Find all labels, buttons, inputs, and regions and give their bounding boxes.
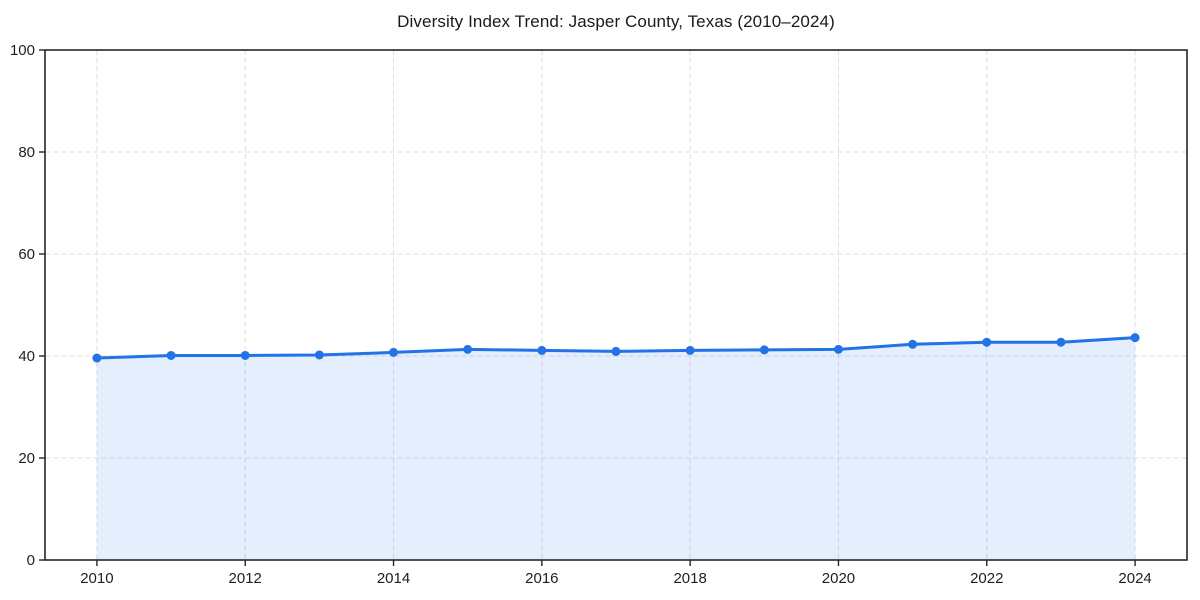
plot-frame xyxy=(44,49,1188,561)
data-point-2017 xyxy=(611,346,621,356)
x-tick-label: 2010 xyxy=(80,570,113,587)
data-point-2011 xyxy=(166,350,176,360)
y-tick-label: 60 xyxy=(18,246,35,263)
x-tick-label: 2016 xyxy=(525,570,558,587)
x-tick-label: 2022 xyxy=(970,570,1003,587)
y-tick-label: 0 xyxy=(27,552,35,569)
data-point-2023 xyxy=(1056,337,1066,347)
data-point-2019 xyxy=(759,345,769,355)
data-point-2020 xyxy=(833,344,843,354)
data-point-2010 xyxy=(92,353,102,363)
x-tick-label: 2012 xyxy=(229,570,262,587)
y-tick-label: 100 xyxy=(10,42,35,59)
x-tick-label: 2024 xyxy=(1118,570,1151,587)
data-point-2015 xyxy=(463,344,473,354)
data-point-2024 xyxy=(1130,333,1140,343)
chart-title: Diversity Index Trend: Jasper County, Te… xyxy=(397,12,835,31)
data-point-2014 xyxy=(389,347,399,357)
data-point-2022 xyxy=(982,337,992,347)
data-point-2012 xyxy=(240,350,250,360)
x-tick-label: 2020 xyxy=(822,570,855,587)
data-point-2013 xyxy=(314,350,324,360)
data-point-2018 xyxy=(685,345,695,355)
data-point-2021 xyxy=(908,339,918,349)
y-tick-label: 40 xyxy=(18,348,35,365)
y-tick-label: 20 xyxy=(18,450,35,467)
x-tick-label: 2018 xyxy=(673,570,706,587)
y-tick-label: 80 xyxy=(18,144,35,161)
x-tick-label: 2014 xyxy=(377,570,410,587)
data-point-2016 xyxy=(537,345,547,355)
area-fill xyxy=(96,337,1136,560)
